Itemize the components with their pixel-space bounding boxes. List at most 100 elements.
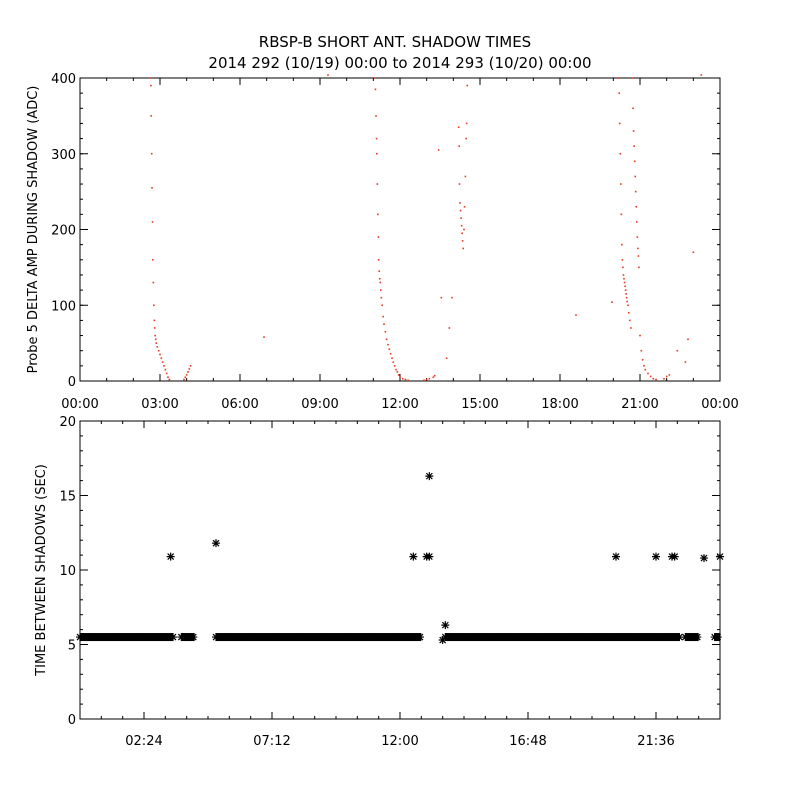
data-point xyxy=(373,77,376,79)
data-point xyxy=(459,209,462,212)
data-point xyxy=(152,281,155,284)
data-point xyxy=(652,377,655,380)
data-point xyxy=(432,376,435,379)
data-point xyxy=(465,122,468,125)
data-point xyxy=(464,175,467,178)
y-tick-label: 300 xyxy=(51,148,76,163)
x-tick-label: 07:12 xyxy=(253,734,290,749)
data-point xyxy=(389,352,392,355)
data-point-asterisk xyxy=(409,552,418,561)
data-point xyxy=(457,126,460,129)
data-point xyxy=(624,285,626,288)
data-point xyxy=(636,236,639,238)
data-point xyxy=(437,149,440,151)
x-tick-label: 15:00 xyxy=(461,397,498,412)
data-point xyxy=(668,374,671,376)
data-point xyxy=(575,314,577,316)
data-point-asterisk xyxy=(675,633,684,642)
data-point xyxy=(617,77,620,79)
data-point xyxy=(189,365,192,367)
data-point xyxy=(448,327,451,329)
data-point xyxy=(633,145,635,147)
data-point xyxy=(154,334,156,337)
data-point xyxy=(149,77,152,79)
data-point xyxy=(388,348,391,350)
y-tick-label: 20 xyxy=(59,415,76,430)
data-point xyxy=(629,319,631,322)
data-point xyxy=(161,361,164,363)
data-point xyxy=(631,77,634,79)
y-tick-label: 0 xyxy=(68,375,76,390)
y-tick-label: 200 xyxy=(51,224,76,239)
data-point xyxy=(380,289,382,291)
data-point xyxy=(627,304,629,307)
data-point xyxy=(150,84,152,87)
data-point xyxy=(167,376,169,379)
y-tick-label: 0 xyxy=(68,713,76,728)
bottom-panel-time-between-shadows: 02:24 07:12 12:00 16:48 21:36 0 5 10 15 20 TIME BE… xyxy=(34,415,724,749)
data-point xyxy=(163,365,165,367)
data-point xyxy=(623,281,626,284)
data-point xyxy=(462,247,464,250)
data-point xyxy=(461,232,463,235)
data-point-asterisk xyxy=(670,552,679,561)
y-tick-label: 100 xyxy=(51,299,76,314)
data-point xyxy=(665,375,668,378)
data-point xyxy=(154,338,157,341)
y-axis-label: TIME BETWEEN SHADOWS (SEC) xyxy=(34,464,49,677)
x-tick-label: 02:24 xyxy=(125,734,162,749)
data-point xyxy=(463,228,465,231)
data-point xyxy=(624,289,627,291)
x-tick-label: 06:00 xyxy=(221,397,258,412)
data-point xyxy=(188,368,191,370)
data-point xyxy=(150,115,152,117)
data-point-asterisk xyxy=(441,621,450,630)
data-point xyxy=(153,327,156,329)
data-point xyxy=(458,183,461,185)
data-point xyxy=(459,202,461,204)
data-point xyxy=(395,368,397,371)
data-point xyxy=(376,183,379,185)
data-point xyxy=(428,377,431,380)
data-point-asterisk xyxy=(693,633,702,642)
x-tick-label: 09:00 xyxy=(301,397,338,412)
data-point xyxy=(440,296,443,299)
data-point xyxy=(463,205,466,208)
data-point xyxy=(632,107,634,110)
data-point-asterisk xyxy=(166,552,175,561)
x-tick-label: 21:00 xyxy=(621,397,658,412)
data-point xyxy=(625,296,628,299)
data-point xyxy=(157,349,160,352)
data-point xyxy=(618,122,621,125)
data-point xyxy=(676,349,679,352)
data-point xyxy=(633,160,636,163)
data-point xyxy=(623,277,625,280)
data-point xyxy=(647,372,649,375)
data-point xyxy=(159,353,161,356)
data-point xyxy=(466,84,468,87)
data-point xyxy=(404,378,407,381)
data-point xyxy=(625,293,627,295)
data-point xyxy=(384,330,387,333)
data-point xyxy=(637,247,639,250)
x-tick-label: 12:00 xyxy=(381,734,418,749)
data-point xyxy=(641,358,644,361)
data-point xyxy=(152,259,154,261)
data-point xyxy=(460,224,463,227)
data-point xyxy=(375,137,378,140)
data-point xyxy=(396,371,399,373)
data-point xyxy=(636,221,638,223)
data-point xyxy=(375,115,377,117)
data-point xyxy=(164,368,167,371)
data-point xyxy=(379,281,382,284)
data-point xyxy=(168,378,171,381)
data-point xyxy=(640,349,643,352)
data-point xyxy=(150,152,153,155)
data-point xyxy=(632,130,635,132)
data-point-asterisk xyxy=(713,633,722,642)
data-point-asterisk xyxy=(212,539,220,548)
top-panel-delta-amp: 00:00 03:00 06:00 09:00 12:00 15:00 18:00 21:00… xyxy=(26,72,739,412)
data-point xyxy=(374,88,377,91)
data-point xyxy=(655,378,657,381)
